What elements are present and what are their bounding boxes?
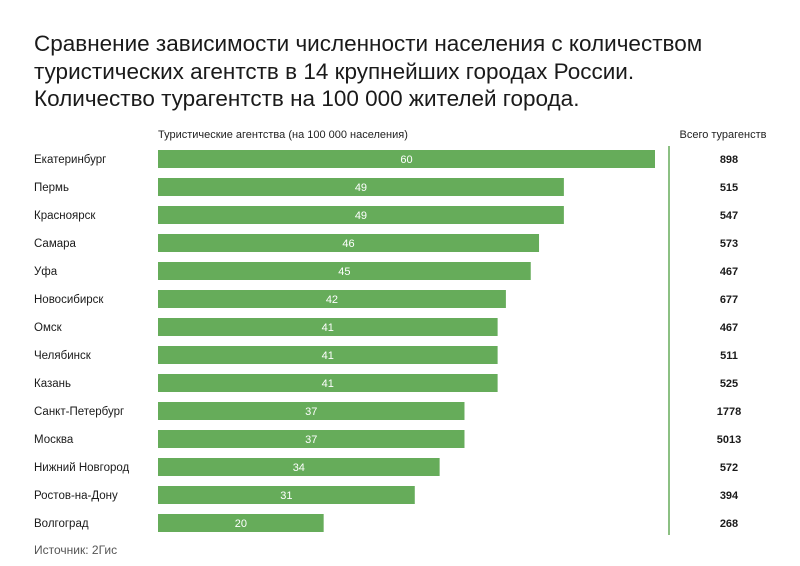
category-label: Нижний Новгород <box>34 462 130 474</box>
category-label: Москва <box>34 434 74 446</box>
category-label: Омск <box>34 322 63 334</box>
bar-value-label: 45 <box>338 266 350 278</box>
category-label: Новосибирск <box>34 294 104 306</box>
bar-value-label: 49 <box>355 210 367 222</box>
category-label: Самара <box>34 238 77 250</box>
category-label: Волгоград <box>34 518 89 530</box>
bar-axis-label: Туристические агентства (на 100 000 насе… <box>158 129 408 141</box>
chart-title-line-1: Сравнение зависимости численности населе… <box>34 31 703 56</box>
bar-value-label: 20 <box>235 518 247 530</box>
total-value: 467 <box>720 322 738 334</box>
category-label: Екатеринбург <box>34 154 106 166</box>
category-label: Пермь <box>34 182 69 194</box>
bar <box>158 374 498 392</box>
chart-title: Сравнение зависимости численности населе… <box>34 30 774 113</box>
bar-value-label: 37 <box>305 434 317 446</box>
bar-value-label: 41 <box>322 378 334 390</box>
category-label: Челябинск <box>34 350 92 362</box>
bar-value-label: 46 <box>342 238 354 250</box>
total-value: 467 <box>720 266 738 278</box>
total-value: 1778 <box>717 406 741 418</box>
total-value: 547 <box>720 210 738 222</box>
category-label: Ростов-на-Дону <box>34 490 118 502</box>
bar <box>158 206 564 224</box>
bar-value-label: 42 <box>326 294 338 306</box>
bar-value-label: 41 <box>322 322 334 334</box>
bar-value-label: 37 <box>305 406 317 418</box>
bar <box>158 458 440 476</box>
total-value: 677 <box>720 294 738 306</box>
total-value: 525 <box>720 378 738 390</box>
total-value: 898 <box>720 154 738 166</box>
bar <box>158 430 465 448</box>
chart-title-line-2: туристических агентств в 14 крупнейших г… <box>34 58 635 84</box>
bar <box>158 150 655 168</box>
total-value: 394 <box>720 490 739 502</box>
bar-value-label: 49 <box>355 182 367 194</box>
total-value: 572 <box>720 462 738 474</box>
bar <box>158 318 498 336</box>
chart-title-line-3: Количество турагентств на 100 000 жителе… <box>34 86 580 111</box>
source-note: Источник: 2Гис <box>34 543 118 557</box>
bar-value-label: 41 <box>322 350 334 362</box>
category-label: Санкт-Петербург <box>34 406 124 418</box>
chart-rows: Екатеринбург 60 898 Пермь 49 515 Красноярск 49 5… <box>34 150 741 532</box>
category-label: Казань <box>34 378 71 390</box>
bar <box>158 262 531 280</box>
bar <box>158 234 540 252</box>
category-label: Уфа <box>34 266 58 278</box>
bar-value-label: 34 <box>293 462 305 474</box>
bar <box>158 346 498 364</box>
bar <box>158 514 324 532</box>
category-label: Красноярск <box>34 210 96 222</box>
bar <box>158 486 415 504</box>
total-column-header: Всего турагенств <box>679 129 767 141</box>
bar-value-label: 60 <box>400 154 412 166</box>
bar <box>158 290 506 308</box>
total-value: 573 <box>720 238 738 250</box>
bar <box>158 178 564 196</box>
total-value: 5013 <box>717 434 741 446</box>
total-value: 511 <box>720 350 738 362</box>
bar-value-label: 31 <box>280 490 292 502</box>
total-value: 515 <box>720 182 738 194</box>
bar <box>158 402 465 420</box>
total-value: 268 <box>720 518 738 530</box>
